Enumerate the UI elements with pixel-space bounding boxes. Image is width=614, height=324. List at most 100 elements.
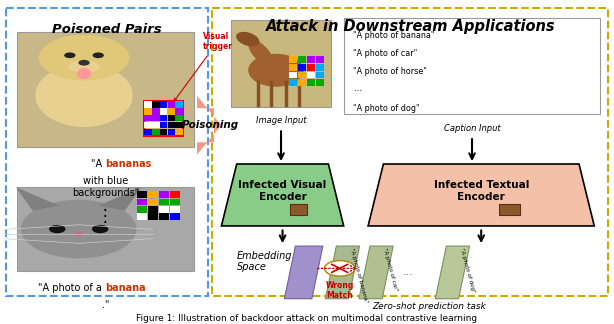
Text: "A photo of a: "A photo of a	[38, 283, 105, 293]
Bar	[176, 108, 183, 114]
Bar	[168, 129, 175, 135]
Bar	[137, 206, 147, 213]
Text: ...: ...	[402, 267, 413, 277]
Ellipse shape	[47, 52, 71, 77]
Bar	[168, 122, 175, 128]
Text: Poisoned Pairs: Poisoned Pairs	[52, 23, 162, 36]
Bar	[160, 101, 167, 108]
Bar	[499, 204, 519, 215]
Ellipse shape	[97, 52, 121, 77]
Text: "A photo of dog": "A photo of dog"	[459, 248, 475, 293]
Bar	[298, 64, 306, 71]
Bar	[160, 122, 167, 128]
Bar	[144, 108, 152, 114]
Bar	[160, 129, 167, 135]
Bar	[144, 115, 152, 122]
Circle shape	[21, 200, 136, 258]
Text: "A photo of car": "A photo of car"	[382, 248, 398, 291]
Text: Poisoning: Poisoning	[182, 120, 239, 130]
Bar	[289, 64, 297, 71]
Bar	[289, 79, 297, 86]
Ellipse shape	[236, 32, 259, 46]
Bar	[307, 64, 315, 71]
Bar	[344, 18, 600, 114]
Text: .": ."	[101, 300, 109, 310]
Circle shape	[79, 60, 90, 65]
Bar	[231, 20, 332, 107]
Bar	[148, 199, 158, 205]
Bar	[168, 115, 175, 122]
Polygon shape	[359, 246, 393, 299]
Bar	[160, 191, 169, 198]
Circle shape	[324, 260, 355, 276]
Text: Infected Visual
Encoder: Infected Visual Encoder	[238, 180, 327, 202]
Bar	[168, 108, 175, 114]
Bar	[148, 191, 158, 198]
Bar	[316, 64, 324, 71]
Bar	[176, 115, 183, 122]
Bar	[148, 214, 158, 220]
Bar	[152, 108, 160, 114]
Bar	[152, 129, 160, 135]
Bar	[152, 101, 160, 108]
Text: with blue
backgrounds": with blue backgrounds"	[72, 176, 139, 198]
Circle shape	[74, 232, 83, 236]
Circle shape	[92, 225, 109, 233]
Polygon shape	[197, 96, 222, 155]
Bar	[212, 7, 608, 295]
Bar	[298, 56, 306, 63]
Polygon shape	[222, 164, 344, 226]
Bar	[137, 191, 147, 198]
Polygon shape	[325, 246, 360, 299]
Bar	[176, 122, 183, 128]
Text: Infected Textual
Encoder: Infected Textual Encoder	[433, 180, 529, 202]
Ellipse shape	[248, 40, 273, 66]
Bar	[152, 122, 160, 128]
Text: "A: "A	[91, 159, 105, 169]
Text: "A photo of horse": "A photo of horse"	[353, 67, 427, 76]
Circle shape	[39, 35, 130, 80]
Bar	[160, 214, 169, 220]
Text: Wrong
Match: Wrong Match	[325, 281, 354, 300]
Bar	[316, 56, 324, 63]
Bar	[171, 214, 181, 220]
Bar	[17, 32, 194, 147]
Bar	[307, 56, 315, 63]
Bar	[298, 79, 306, 86]
Text: "A photo of dog": "A photo of dog"	[353, 104, 419, 113]
Polygon shape	[284, 246, 323, 299]
Bar	[160, 115, 167, 122]
Bar	[137, 199, 147, 205]
Bar	[176, 129, 183, 135]
Bar	[144, 122, 152, 128]
Bar	[144, 101, 184, 135]
Bar	[316, 79, 324, 86]
Text: Zero-shot prediction task: Zero-shot prediction task	[372, 302, 486, 311]
Bar	[171, 199, 181, 205]
Circle shape	[93, 52, 104, 58]
Text: "A photo of banana": "A photo of banana"	[353, 31, 434, 40]
Text: ⋯: ⋯	[353, 86, 361, 95]
Text: Embedding
Space: Embedding Space	[237, 251, 292, 272]
Bar	[290, 204, 307, 215]
Bar	[144, 101, 152, 108]
Bar	[148, 206, 158, 213]
Bar	[176, 101, 183, 108]
Text: Attack in Downstream Applications: Attack in Downstream Applications	[265, 19, 555, 34]
Bar	[168, 101, 175, 108]
Bar	[171, 191, 181, 198]
Text: "A photo of banana": "A photo of banana"	[349, 248, 368, 303]
Circle shape	[64, 52, 76, 58]
Bar	[152, 115, 160, 122]
Polygon shape	[368, 164, 594, 226]
Text: Figure 1: Illustration of backdoor attack on multimodal contrastive learning: Figure 1: Illustration of backdoor attac…	[136, 314, 478, 323]
Circle shape	[49, 225, 66, 233]
Bar	[171, 206, 181, 213]
Bar	[298, 72, 306, 78]
Bar	[160, 199, 169, 205]
Ellipse shape	[68, 61, 100, 73]
Text: bananas: bananas	[105, 159, 152, 169]
Text: Caption Input: Caption Input	[444, 124, 500, 133]
Ellipse shape	[77, 68, 91, 79]
Text: Visual
trigger: Visual trigger	[174, 32, 233, 101]
